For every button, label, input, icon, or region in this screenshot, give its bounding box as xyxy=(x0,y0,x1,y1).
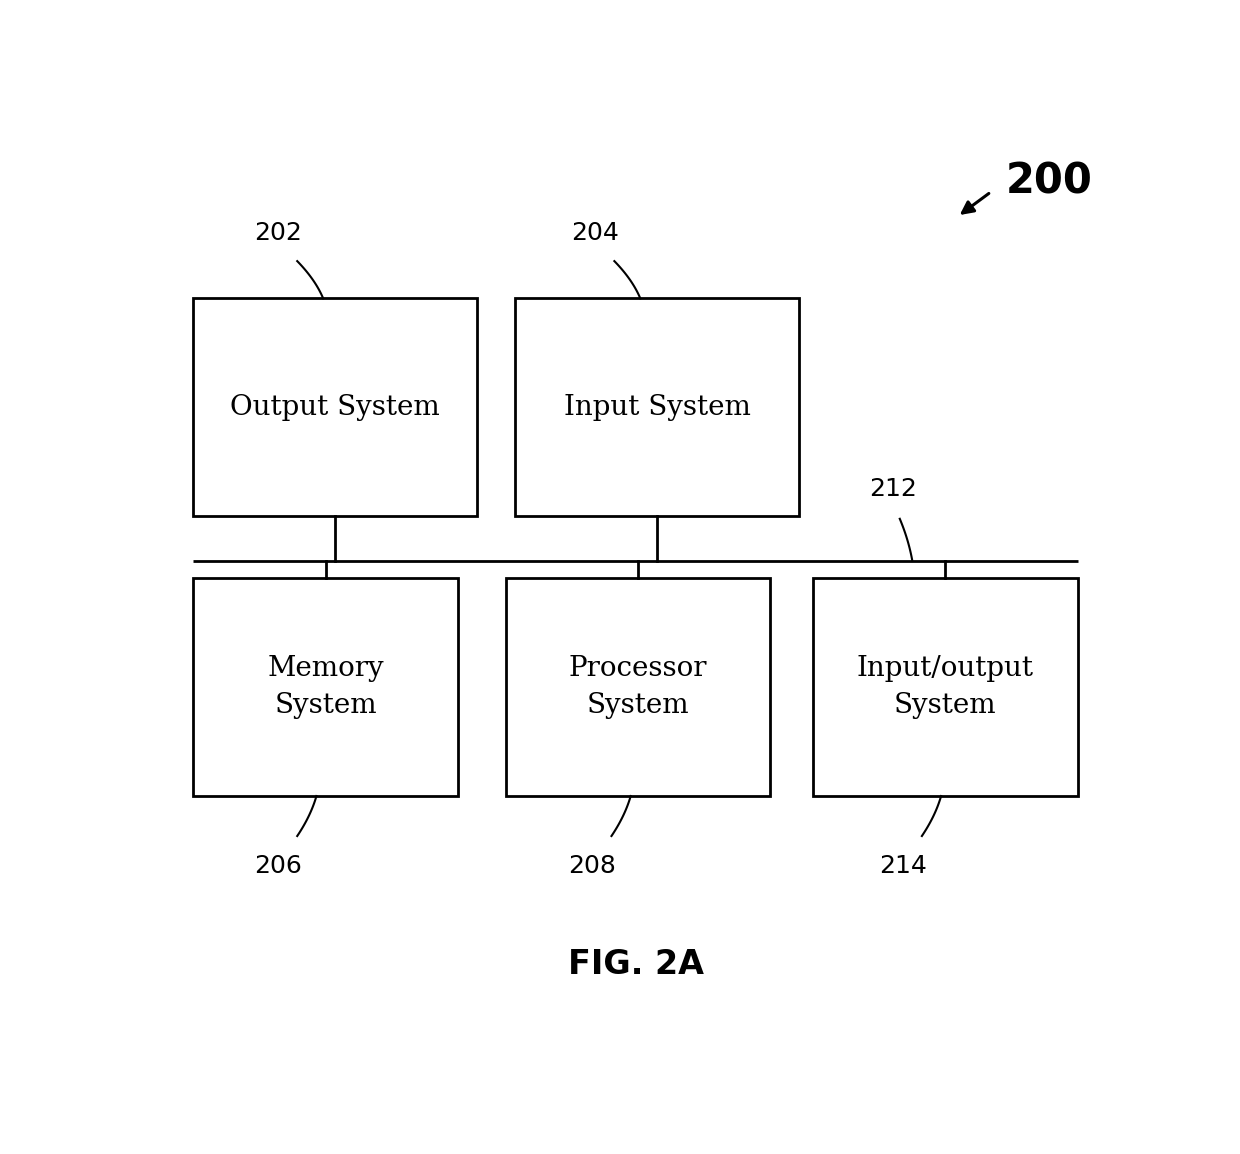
Bar xyxy=(193,578,458,796)
Text: Input/output
System: Input/output System xyxy=(857,655,1034,719)
Text: 214: 214 xyxy=(879,854,926,878)
Text: 202: 202 xyxy=(254,222,303,245)
Bar xyxy=(506,578,770,796)
Text: Output System: Output System xyxy=(231,394,440,421)
Text: 206: 206 xyxy=(254,854,303,878)
Bar xyxy=(193,299,477,516)
Text: 212: 212 xyxy=(869,477,918,501)
Text: 200: 200 xyxy=(1006,160,1092,202)
Text: Processor
System: Processor System xyxy=(569,655,707,719)
Text: FIG. 2A: FIG. 2A xyxy=(568,949,703,981)
Text: 204: 204 xyxy=(572,222,619,245)
Bar xyxy=(813,578,1078,796)
Text: Input System: Input System xyxy=(564,394,750,421)
Bar xyxy=(516,299,799,516)
Text: 208: 208 xyxy=(568,854,616,878)
Text: Memory
System: Memory System xyxy=(268,655,384,719)
